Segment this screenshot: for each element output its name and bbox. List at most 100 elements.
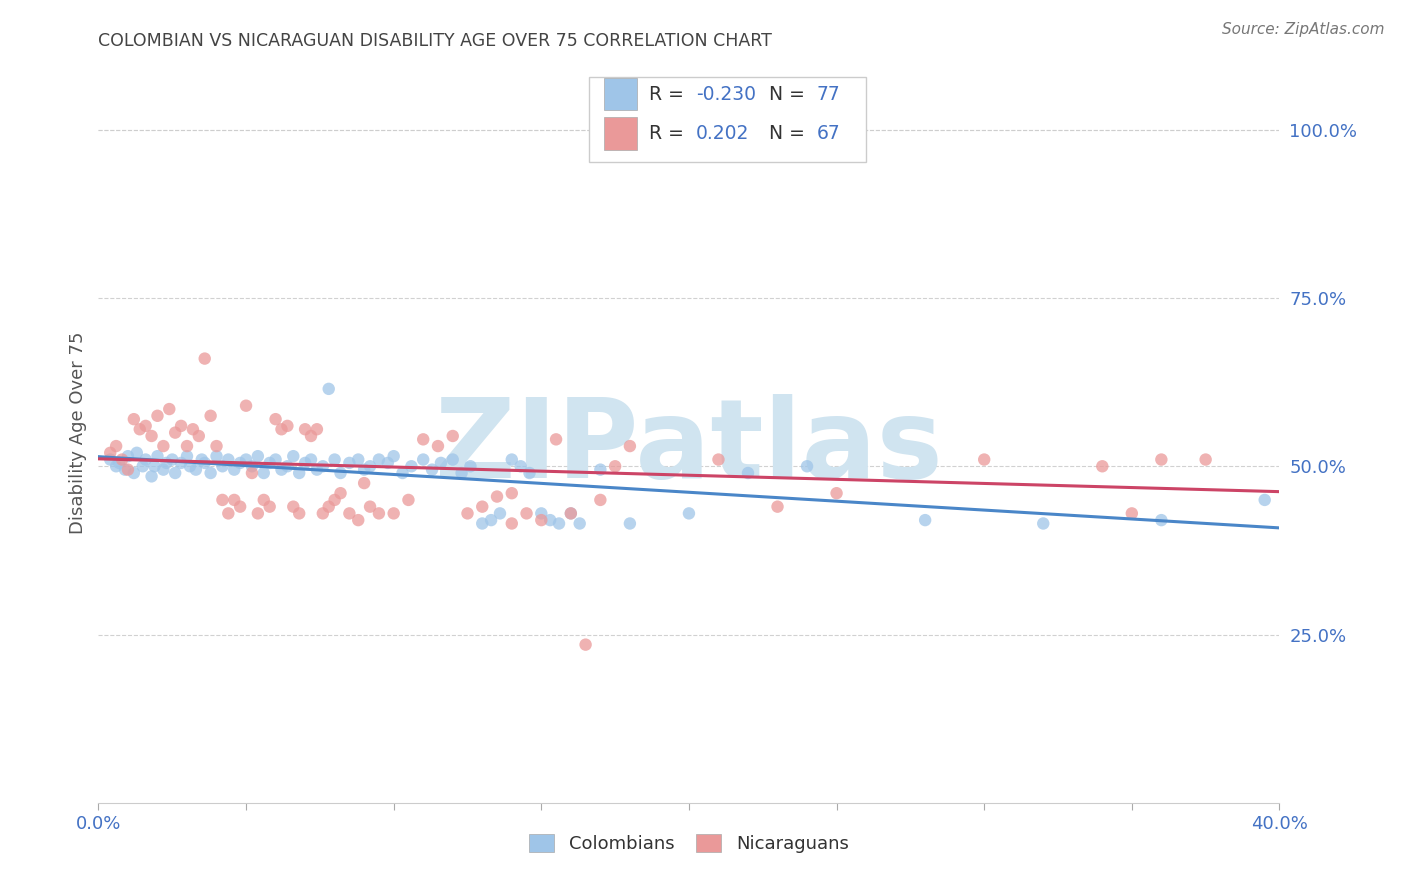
Text: 77: 77 bbox=[817, 85, 841, 103]
Point bbox=[117, 449, 139, 463]
Point bbox=[450, 466, 472, 480]
Point bbox=[427, 439, 450, 453]
Point bbox=[108, 456, 131, 470]
Point bbox=[132, 459, 155, 474]
Text: N =: N = bbox=[758, 85, 811, 103]
Text: -0.230: -0.230 bbox=[696, 85, 756, 103]
Point bbox=[530, 507, 553, 521]
Point bbox=[141, 429, 163, 443]
Point bbox=[217, 507, 239, 521]
Point bbox=[546, 433, 568, 447]
Point bbox=[796, 459, 818, 474]
Point bbox=[217, 452, 239, 467]
Point bbox=[205, 439, 228, 453]
Point bbox=[143, 459, 166, 474]
Point bbox=[430, 456, 453, 470]
Point bbox=[288, 466, 311, 480]
Point bbox=[146, 449, 169, 463]
Point bbox=[240, 466, 263, 480]
Point bbox=[283, 449, 305, 463]
Point bbox=[176, 439, 198, 453]
Text: R =: R = bbox=[648, 124, 696, 143]
Point bbox=[246, 449, 269, 463]
Point bbox=[276, 418, 298, 433]
Point bbox=[1091, 459, 1114, 474]
Text: ZIPatlas: ZIPatlas bbox=[434, 394, 943, 501]
FancyBboxPatch shape bbox=[589, 78, 866, 162]
Point bbox=[501, 516, 523, 531]
Point bbox=[194, 351, 217, 366]
Point bbox=[259, 500, 281, 514]
Text: COLOMBIAN VS NICARAGUAN DISABILITY AGE OVER 75 CORRELATION CHART: COLOMBIAN VS NICARAGUAN DISABILITY AGE O… bbox=[98, 32, 772, 50]
Point bbox=[105, 439, 128, 453]
Point bbox=[560, 507, 582, 521]
Point bbox=[1254, 492, 1277, 507]
Point bbox=[276, 459, 298, 474]
Point bbox=[1150, 452, 1173, 467]
Point bbox=[318, 382, 340, 396]
Point bbox=[165, 425, 187, 440]
Point bbox=[398, 492, 420, 507]
Point bbox=[181, 422, 204, 436]
Point bbox=[305, 462, 328, 476]
Point bbox=[294, 422, 316, 436]
Point bbox=[486, 490, 509, 504]
Point bbox=[176, 449, 198, 463]
Point bbox=[359, 500, 381, 514]
Text: Source: ZipAtlas.com: Source: ZipAtlas.com bbox=[1222, 22, 1385, 37]
Point bbox=[401, 459, 423, 474]
Point bbox=[191, 452, 214, 467]
Point bbox=[270, 422, 292, 436]
Point bbox=[519, 466, 541, 480]
Point bbox=[560, 507, 582, 521]
Point bbox=[368, 452, 391, 467]
Point bbox=[501, 486, 523, 500]
Point bbox=[460, 459, 482, 474]
Point bbox=[973, 452, 995, 467]
Point bbox=[235, 399, 257, 413]
Point bbox=[288, 507, 311, 521]
Point bbox=[766, 500, 789, 514]
Point bbox=[501, 452, 523, 467]
Point bbox=[229, 500, 252, 514]
Point bbox=[471, 516, 494, 531]
Point bbox=[707, 452, 730, 467]
Point bbox=[240, 459, 263, 474]
Point bbox=[211, 459, 233, 474]
Point bbox=[538, 513, 561, 527]
Point bbox=[412, 452, 434, 467]
Point bbox=[441, 452, 464, 467]
Point bbox=[162, 452, 183, 467]
Point bbox=[323, 492, 346, 507]
Point bbox=[253, 466, 276, 480]
Point bbox=[259, 456, 281, 470]
Point bbox=[157, 402, 180, 417]
Point bbox=[205, 449, 228, 463]
Text: 0.202: 0.202 bbox=[696, 124, 749, 143]
Point bbox=[318, 500, 340, 514]
Point bbox=[353, 462, 375, 476]
Point bbox=[678, 143, 700, 157]
Y-axis label: Disability Age Over 75: Disability Age Over 75 bbox=[69, 331, 87, 534]
Point bbox=[479, 513, 502, 527]
Point bbox=[122, 412, 145, 426]
Point bbox=[170, 456, 193, 470]
Point bbox=[737, 466, 759, 480]
Point bbox=[170, 418, 193, 433]
Point bbox=[299, 429, 322, 443]
Point bbox=[264, 412, 287, 426]
Point bbox=[329, 486, 352, 500]
Point bbox=[619, 516, 641, 531]
Point bbox=[1195, 452, 1218, 467]
Point bbox=[224, 462, 246, 476]
Text: 67: 67 bbox=[817, 124, 841, 143]
Point bbox=[368, 507, 391, 521]
Point bbox=[294, 456, 316, 470]
Point bbox=[152, 462, 174, 476]
Text: R =: R = bbox=[648, 85, 690, 103]
Point bbox=[1150, 513, 1173, 527]
Point bbox=[825, 486, 848, 500]
Point bbox=[211, 492, 233, 507]
Point bbox=[117, 462, 139, 476]
Point bbox=[299, 452, 322, 467]
